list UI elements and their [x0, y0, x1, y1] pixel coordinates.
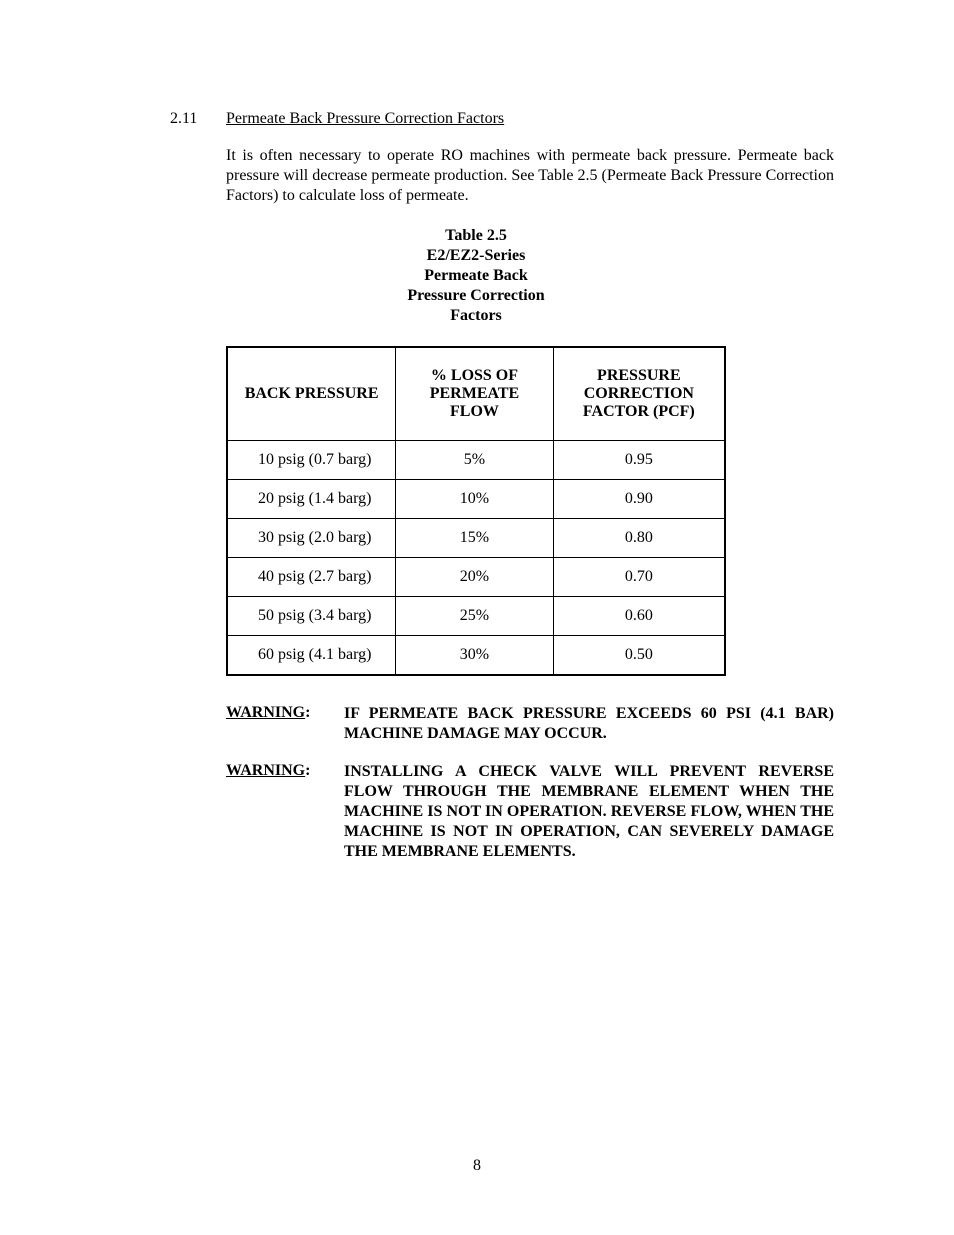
warning-block: WARNING: INSTALLING A CHECK VALVE WILL P… — [226, 762, 834, 862]
page: 2.11 Permeate Back Pressure Correction F… — [0, 0, 954, 1235]
cell-pcf: 0.90 — [553, 480, 725, 519]
pcf-table: BACK PRESSURE % LOSS OF PERMEATE FLOW PR… — [226, 346, 726, 676]
table-row: 40 psig (2.7 barg) 20% 0.70 — [227, 558, 725, 597]
cell-loss: 30% — [396, 636, 553, 676]
table-header-row: BACK PRESSURE % LOSS OF PERMEATE FLOW PR… — [227, 347, 725, 441]
caption-line-2: E2/EZ2-Series — [427, 247, 526, 264]
section-title: Permeate Back Pressure Correction Factor… — [226, 110, 504, 128]
caption-line-1: Table 2.5 — [445, 227, 507, 244]
col-header-back-pressure: BACK PRESSURE — [227, 347, 396, 441]
table-row: 60 psig (4.1 barg) 30% 0.50 — [227, 636, 725, 676]
page-number: 8 — [0, 1157, 954, 1175]
intro-paragraph: It is often necessary to operate RO mach… — [226, 146, 834, 206]
table-caption: Table 2.5 E2/EZ2-Series Permeate Back Pr… — [226, 226, 726, 326]
cell-back-pressure: 30 psig (2.0 barg) — [227, 519, 396, 558]
cell-back-pressure: 60 psig (4.1 barg) — [227, 636, 396, 676]
warning-label: WARNING: — [226, 704, 344, 722]
cell-back-pressure: 50 psig (3.4 barg) — [227, 597, 396, 636]
warning-label-text: WARNING — [226, 704, 305, 721]
cell-pcf: 0.70 — [553, 558, 725, 597]
caption-line-5: Factors — [450, 307, 502, 324]
table-row: 20 psig (1.4 barg) 10% 0.90 — [227, 480, 725, 519]
warning-label: WARNING: — [226, 762, 344, 780]
section-heading-row: 2.11 Permeate Back Pressure Correction F… — [170, 110, 834, 128]
cell-pcf: 0.95 — [553, 441, 725, 480]
caption-line-4: Pressure Correction — [407, 287, 544, 304]
caption-line-3: Permeate Back — [424, 267, 528, 284]
warning-text: INSTALLING A CHECK VALVE WILL PREVENT RE… — [344, 762, 834, 862]
cell-loss: 20% — [396, 558, 553, 597]
cell-loss: 5% — [396, 441, 553, 480]
cell-back-pressure: 20 psig (1.4 barg) — [227, 480, 396, 519]
section-number: 2.11 — [170, 110, 226, 128]
warning-text: IF PERMEATE BACK PRESSURE EXCEEDS 60 PSI… — [344, 704, 834, 744]
table-row: 10 psig (0.7 barg) 5% 0.95 — [227, 441, 725, 480]
col-header-pcf: PRESSURE CORRECTION FACTOR (PCF) — [553, 347, 725, 441]
cell-loss: 25% — [396, 597, 553, 636]
cell-back-pressure: 10 psig (0.7 barg) — [227, 441, 396, 480]
cell-back-pressure: 40 psig (2.7 barg) — [227, 558, 396, 597]
col-header-loss: % LOSS OF PERMEATE FLOW — [396, 347, 553, 441]
warning-label-text: WARNING — [226, 762, 305, 779]
cell-loss: 10% — [396, 480, 553, 519]
pcf-table-wrap: BACK PRESSURE % LOSS OF PERMEATE FLOW PR… — [226, 346, 834, 676]
cell-pcf: 0.50 — [553, 636, 725, 676]
cell-pcf: 0.80 — [553, 519, 725, 558]
cell-pcf: 0.60 — [553, 597, 725, 636]
table-row: 50 psig (3.4 barg) 25% 0.60 — [227, 597, 725, 636]
cell-loss: 15% — [396, 519, 553, 558]
warning-block: WARNING: IF PERMEATE BACK PRESSURE EXCEE… — [226, 704, 834, 744]
table-row: 30 psig (2.0 barg) 15% 0.80 — [227, 519, 725, 558]
